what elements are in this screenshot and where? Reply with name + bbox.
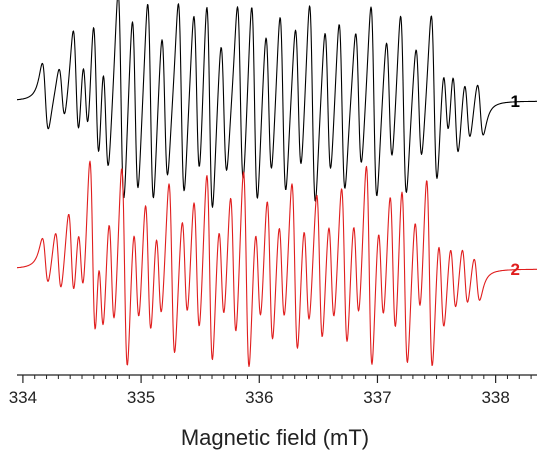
x-axis: 334 335 336 337 338 <box>9 374 537 407</box>
x-tick-label: 335 <box>127 388 155 407</box>
series-2-label: 2 <box>511 260 520 279</box>
x-tick-label: 337 <box>363 388 391 407</box>
series-1-trace <box>16 0 538 208</box>
x-tick-label: 336 <box>245 388 273 407</box>
series-2-trace <box>16 160 538 368</box>
x-axis-label: Magnetic field (mT) <box>181 425 369 450</box>
series-1-label: 1 <box>511 92 520 111</box>
plot-area: 12 <box>16 0 538 368</box>
x-tick-label: 338 <box>481 388 509 407</box>
x-tick-label: 334 <box>9 388 37 407</box>
